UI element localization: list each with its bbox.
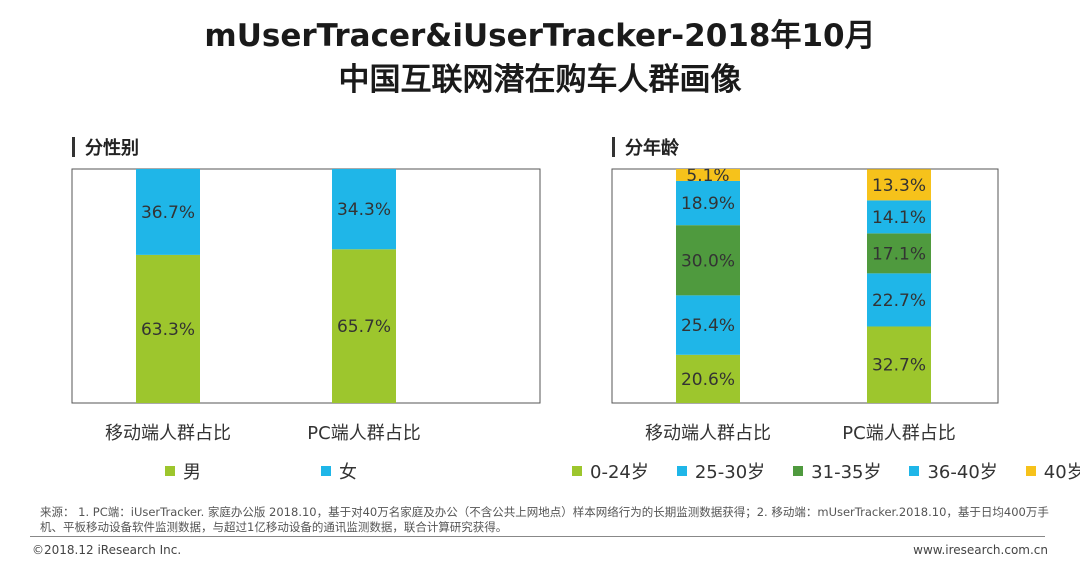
bar-segment xyxy=(676,225,740,296)
footer-divider xyxy=(30,536,1045,537)
bar-segment xyxy=(676,169,740,181)
website-text: www.iresearch.com.cn xyxy=(913,543,1048,557)
category-label: PC端人群占比 xyxy=(842,423,955,444)
data-label: 36.7% xyxy=(141,203,195,223)
legend-item: 女 xyxy=(321,458,357,484)
age-legend: 0-24岁 25-30岁 31-35岁 36-40岁 40岁+ xyxy=(572,458,1080,484)
legend-swatch xyxy=(909,466,920,476)
data-label: 14.1% xyxy=(872,208,926,228)
plot-frame xyxy=(611,168,999,404)
legend-item: 25-30岁 xyxy=(676,458,766,484)
bar-segment xyxy=(136,254,200,403)
gender-section-label: 分性别 xyxy=(85,138,139,159)
data-label: 17.1% xyxy=(872,244,926,264)
bar-segment xyxy=(332,169,396,250)
legend-swatch xyxy=(676,466,687,476)
data-label: 22.7% xyxy=(872,291,926,311)
bar-segment xyxy=(867,326,931,403)
data-label: 65.7% xyxy=(337,317,391,337)
legend-swatch xyxy=(793,466,804,476)
chart-title-line-1: mUserTracer&iUserTracker-2018年10月 xyxy=(204,18,876,54)
bar-segment xyxy=(867,233,931,274)
legend-swatch xyxy=(165,466,175,476)
gender-section-title: 分性别 xyxy=(72,134,139,160)
bar-segment xyxy=(867,273,931,327)
legend-label: 0-24岁 xyxy=(590,462,649,483)
legend-item: 0-24岁 xyxy=(572,458,649,484)
section-marker xyxy=(612,137,615,157)
bar-segment xyxy=(332,249,396,403)
legend-swatch xyxy=(572,466,582,476)
legend-item: 36-40岁 xyxy=(909,458,998,484)
legend-label: 女 xyxy=(339,462,357,483)
bar-segment xyxy=(136,169,200,255)
legend-swatch xyxy=(321,466,331,476)
data-label: 63.3% xyxy=(141,320,195,340)
copyright-text: ©2018.12 iResearch Inc. xyxy=(32,543,182,557)
bar-segment xyxy=(867,200,931,234)
gender-legend: 男女 xyxy=(165,458,357,484)
source-note: 来源： 1. PC端：iUserTracker. 家庭办公版 2018.10，基… xyxy=(40,505,1049,534)
bar-segment xyxy=(676,295,740,355)
data-label: 13.3% xyxy=(872,176,926,196)
data-label: 5.1% xyxy=(686,166,729,186)
legend-label: 36-40岁 xyxy=(927,462,998,483)
legend-label: 31-35岁 xyxy=(811,462,882,483)
legend-label: 40岁+ xyxy=(1043,462,1080,483)
data-label: 20.6% xyxy=(681,370,735,390)
legend-item: 40岁+ xyxy=(1025,458,1080,484)
age-section-label: 分年龄 xyxy=(625,138,679,159)
legend-item: 31-35岁 xyxy=(793,458,881,484)
legend-item: 男 xyxy=(165,458,201,484)
bar-segment xyxy=(676,354,740,403)
legend-swatch xyxy=(1025,466,1036,476)
data-label: 30.0% xyxy=(681,251,735,271)
section-marker xyxy=(72,137,75,157)
data-label: 18.9% xyxy=(681,194,735,214)
legend-label: 25-30岁 xyxy=(694,462,766,483)
plot-frame xyxy=(71,168,541,404)
data-label: 25.4% xyxy=(681,316,735,336)
category-label: 移动端人群占比 xyxy=(105,423,231,444)
category-label: PC端人群占比 xyxy=(307,423,420,444)
data-label: 34.3% xyxy=(337,200,391,220)
bar-segment xyxy=(867,169,931,201)
age-section-title: 分年龄 xyxy=(612,134,679,160)
chart-title-line-2: 中国互联网潜在购车人群画像 xyxy=(338,62,742,98)
legend-label: 男 xyxy=(183,462,201,483)
category-label: 移动端人群占比 xyxy=(645,423,771,444)
bar-segment xyxy=(676,180,740,226)
data-label: 32.7% xyxy=(872,356,926,376)
